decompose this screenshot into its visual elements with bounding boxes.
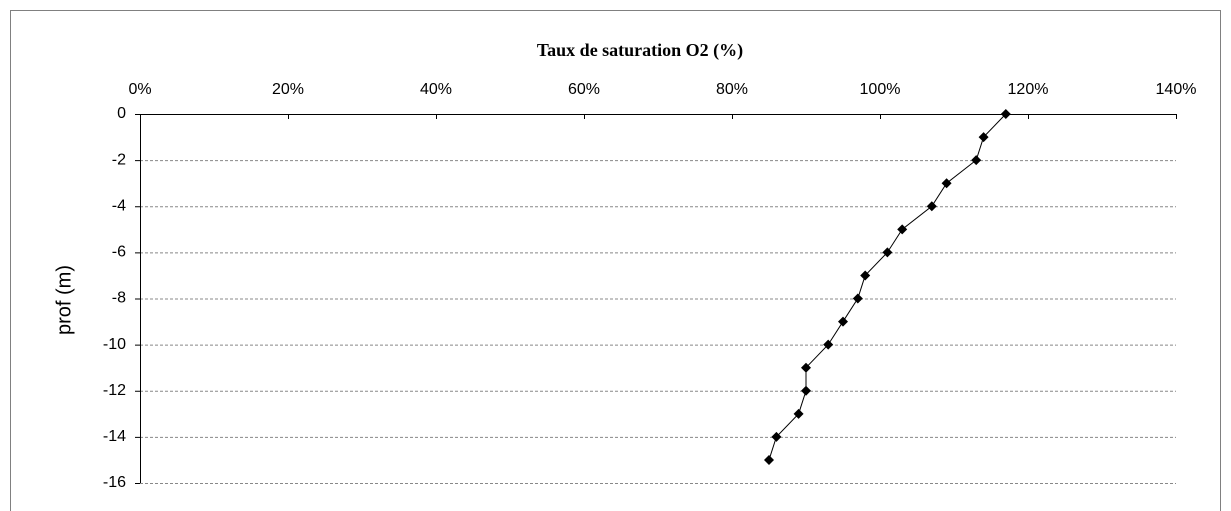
data-marker: [882, 247, 893, 258]
data-marker: [793, 408, 804, 419]
data-line: [768, 113, 1007, 461]
y-tick-label: 0: [117, 105, 126, 122]
data-marker: [926, 201, 937, 212]
data-marker: [978, 132, 989, 143]
x-tick-label: 100%: [860, 81, 901, 98]
data-marker: [838, 316, 848, 327]
chart-title: Taux de saturation O2 (%): [537, 40, 743, 61]
data-marker: [801, 385, 811, 396]
data-marker: [1000, 109, 1011, 119]
y-tick-label: -12: [103, 382, 126, 399]
y-axis-label: prof (m): [53, 265, 75, 335]
data-marker: [941, 178, 952, 189]
data-marker: [971, 155, 982, 166]
x-tick-label: 80%: [716, 81, 748, 98]
y-tick-label: -10: [103, 336, 126, 353]
y-tick-label: -14: [103, 428, 126, 445]
data-marker: [771, 431, 782, 442]
x-tick-label: 120%: [1008, 81, 1049, 98]
y-tick-label: -8: [112, 290, 126, 307]
data-marker: [852, 293, 863, 304]
x-tick-label: 0%: [128, 81, 151, 98]
chart-border: [10, 10, 1221, 511]
y-tick-label: -16: [103, 474, 126, 491]
data-marker: [860, 270, 871, 281]
x-tick-label: 60%: [568, 81, 600, 98]
y-tick-label: -6: [112, 244, 126, 261]
y-tick-label: -2: [112, 151, 126, 168]
data-marker: [801, 362, 811, 373]
data-marker: [823, 339, 834, 350]
y-tick-label: -4: [112, 197, 126, 214]
data-marker: [897, 224, 908, 235]
data-marker: [764, 454, 774, 465]
x-tick-label: 20%: [272, 81, 304, 98]
x-tick-label: 140%: [1156, 81, 1197, 98]
x-tick-label: 40%: [420, 81, 452, 98]
